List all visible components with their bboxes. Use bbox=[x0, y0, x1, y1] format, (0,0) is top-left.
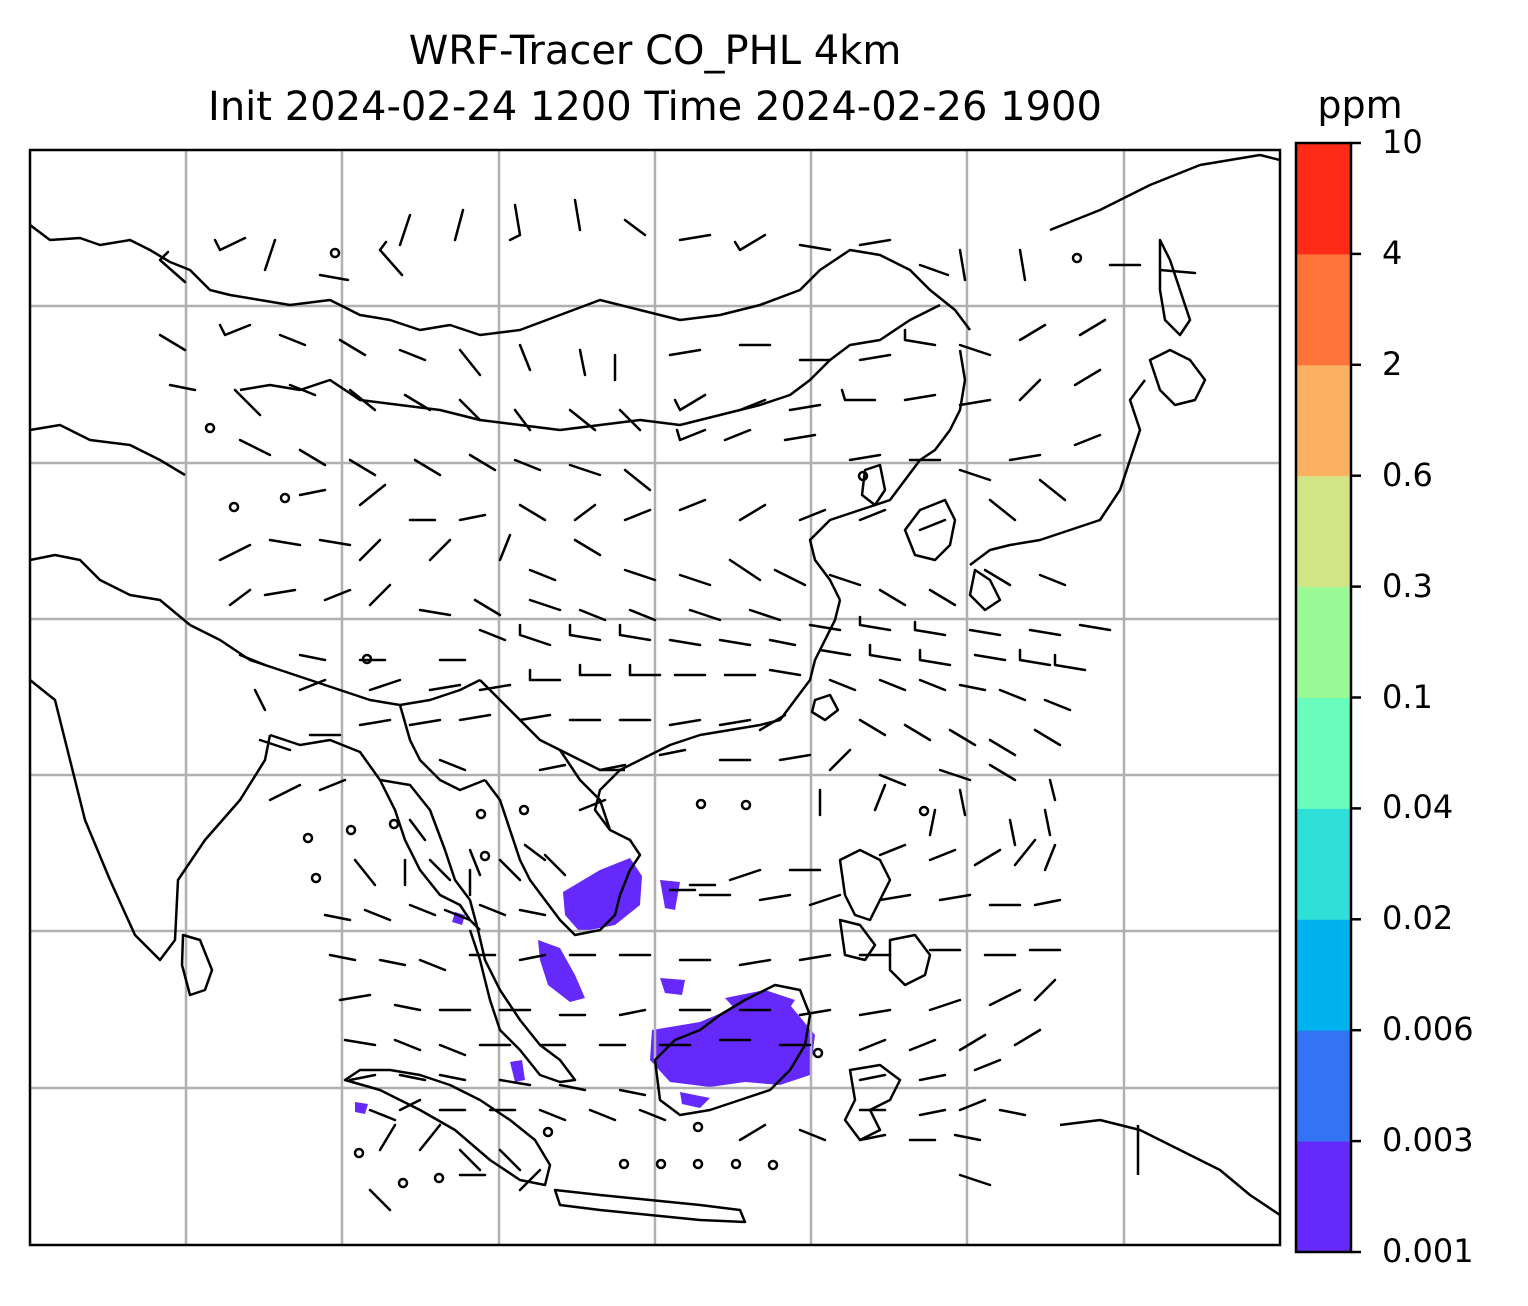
china-coast bbox=[808, 349, 967, 601]
tracer-plume bbox=[355, 858, 815, 1114]
japan-hokkaido bbox=[1148, 348, 1207, 407]
colorbar-tick-label: 0.003 bbox=[1382, 1121, 1474, 1160]
himalaya-border bbox=[189, 623, 481, 707]
gridlines bbox=[30, 150, 1280, 1245]
bay-of-bengal-coast bbox=[269, 733, 481, 931]
tracer-plume-small-3 bbox=[355, 1102, 368, 1114]
colorbar-tick-label: 0.3 bbox=[1382, 566, 1433, 605]
map-content bbox=[30, 150, 1280, 1245]
vietnam-coast bbox=[639, 599, 842, 762]
colorbar-tick-label: 0.006 bbox=[1382, 1010, 1474, 1049]
coastlines bbox=[30, 153, 1280, 1224]
colorbar-segment bbox=[1296, 1030, 1351, 1142]
myanmar-laos-border bbox=[398, 704, 486, 792]
sumatra bbox=[343, 1068, 552, 1187]
colorbar-segment bbox=[1296, 253, 1351, 366]
wind-barbs bbox=[158, 198, 1197, 1212]
tracer-plume-west-band bbox=[538, 940, 585, 1002]
malay-peninsula bbox=[468, 899, 577, 1084]
colorbar-tick-label: 0.04 bbox=[1382, 788, 1454, 827]
mongolia-china-border bbox=[239, 303, 941, 432]
thailand-gulf bbox=[484, 758, 642, 937]
korea bbox=[903, 498, 957, 562]
tracer-plume-north bbox=[725, 990, 795, 1020]
colorbar-segment bbox=[1296, 143, 1351, 255]
philippines-mindanao bbox=[888, 933, 932, 987]
map-title-line-2: Init 2024-02-24 1200 Time 2024-02-26 190… bbox=[208, 84, 1102, 130]
colorbar-segment bbox=[1296, 586, 1351, 698]
tracer-plume-small-1 bbox=[660, 978, 685, 995]
philippines-visayas bbox=[838, 918, 877, 962]
colorbar-tick-label: 2 bbox=[1382, 344, 1403, 383]
laos-vietnam-border bbox=[558, 749, 612, 831]
tracer-plume-small-4 bbox=[510, 1060, 525, 1082]
colorbar-segment bbox=[1296, 808, 1351, 920]
tracer-plume-gulf bbox=[563, 858, 642, 932]
java bbox=[553, 1188, 747, 1224]
colorbar-segment bbox=[1296, 1141, 1351, 1253]
tracer-plume-central bbox=[650, 1003, 815, 1087]
colorbar-tick-label: 0.02 bbox=[1382, 899, 1454, 938]
colorbar-tick-label: 0.1 bbox=[1382, 677, 1433, 716]
sri-lanka bbox=[180, 933, 214, 997]
calm-wind-markers bbox=[204, 247, 1083, 1189]
china-sw-border bbox=[479, 679, 625, 772]
pakistan-border bbox=[30, 553, 191, 626]
new-guinea bbox=[1059, 1118, 1280, 1217]
colorbar-segment bbox=[1296, 919, 1351, 1031]
hainan bbox=[810, 693, 840, 722]
japan-honshu bbox=[969, 379, 1146, 566]
colorbar-segment bbox=[1296, 475, 1351, 588]
colorbar-tick-label: 4 bbox=[1382, 233, 1403, 272]
sakhalin bbox=[1158, 238, 1192, 337]
colorbar-tick-label: 0.001 bbox=[1382, 1232, 1474, 1270]
borneo bbox=[653, 983, 812, 1117]
colorbar-tick-label: 10 bbox=[1382, 123, 1423, 161]
north-border bbox=[30, 224, 971, 337]
map-frame bbox=[28, 148, 1282, 1247]
philippines-luzon bbox=[838, 848, 892, 922]
map-title-line-1: WRF-Tracer CO_PHL 4km bbox=[408, 28, 902, 74]
taiwan bbox=[860, 463, 887, 507]
colorbar-segment bbox=[1296, 697, 1351, 809]
tracer-plume-small-5 bbox=[680, 1092, 710, 1108]
russia-coast bbox=[1049, 153, 1280, 232]
colorbar bbox=[1294, 141, 1361, 1254]
sulawesi bbox=[843, 1063, 902, 1142]
myanmar-coast bbox=[379, 778, 471, 901]
tracer-plume-small-6 bbox=[660, 880, 680, 910]
colorbar-tick-label: 0.6 bbox=[1382, 455, 1433, 494]
india-coast bbox=[30, 679, 272, 962]
central-asia-border bbox=[30, 423, 186, 477]
colorbar-segment bbox=[1296, 364, 1351, 477]
japan-kyushu bbox=[968, 568, 1002, 612]
colorbar-unit-label: ppm bbox=[1317, 83, 1403, 127]
